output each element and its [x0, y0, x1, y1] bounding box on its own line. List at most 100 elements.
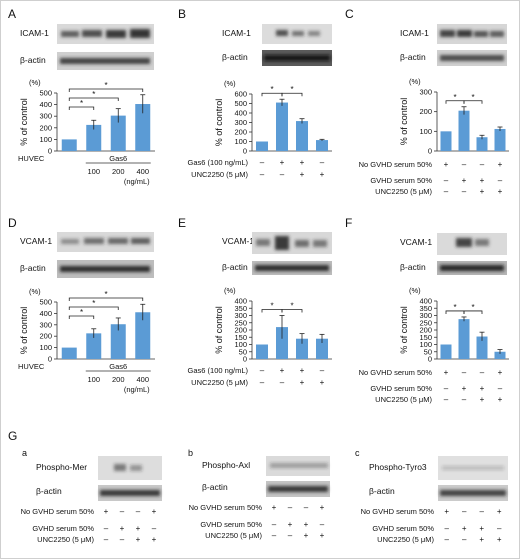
bar-C-4 [494, 128, 506, 151]
blot-strip-Gb-actin [266, 481, 330, 497]
y-tick-label-A: 200 [39, 123, 52, 132]
panel-letter-C: C [345, 7, 354, 21]
dose-unit-A: (ng/mL) [124, 177, 150, 186]
treatment-label: GVHD serum 50% [200, 520, 262, 529]
significance-star-B: * [290, 85, 293, 94]
bar-B-2 [276, 102, 288, 151]
treatment-mark: – [480, 368, 485, 377]
treatment-label: No GVHD serum 50% [359, 368, 433, 377]
significance-bracket-C [463, 100, 483, 104]
blot-label-A1: ICAM-1 [20, 28, 49, 38]
treatment-mark: – [260, 366, 265, 375]
blot-strip-E-actin [252, 261, 332, 275]
treatment-mark: – [120, 507, 125, 516]
treatment-mark: + [498, 187, 503, 196]
panel-letter-B: B [178, 7, 186, 21]
treatment-table-Ga: No GVHD serum 50% + – – + GVHD serum 50% – + + – U… [21, 507, 157, 544]
blot-strip-F-vcam [437, 233, 507, 255]
blot-strip-A-actin [57, 52, 154, 70]
y-tick-label-E: 350 [234, 304, 247, 313]
blot-strip-Ga-actin [98, 485, 162, 501]
blot-strip-Ga-mer [98, 456, 162, 480]
blot-strip-F-actin [437, 261, 507, 275]
treatment-mark: + [300, 366, 305, 375]
treatment-mark: + [480, 395, 485, 404]
y-tick-label-C: 200 [419, 107, 432, 116]
panel-letter-E: E [178, 216, 186, 230]
treatment-mark: + [480, 176, 485, 185]
significance-bracket-A [68, 106, 95, 110]
y-tick-label-A: 0 [48, 147, 52, 156]
treatment-label: No GVHD serum 50% [189, 503, 263, 512]
significance-bracket-D [68, 297, 144, 301]
bar-B-4 [316, 140, 328, 151]
blot-label-Gc1: Phospho-Tyro3 [369, 462, 427, 472]
dose-label-A: 400 [136, 167, 149, 176]
treatment-mark: – [462, 368, 467, 377]
treatment-mark: – [462, 187, 467, 196]
treatment-mark: – [260, 170, 265, 179]
dose-unit-D: (ng/mL) [124, 385, 150, 394]
treatment-mark: + [444, 160, 449, 169]
treatment-mark: + [444, 507, 449, 516]
treatment-mark: + [444, 368, 449, 377]
treatment-mark: + [462, 176, 467, 185]
treatment-label: Gas6 (100 ng/mL) [188, 158, 249, 167]
blot-label-E2: β-actin [222, 262, 248, 272]
treatment-mark: – [445, 535, 450, 544]
treatment-mark: + [462, 524, 467, 533]
dose-label-D: 100 [87, 375, 100, 384]
treatment-mark: – [280, 170, 285, 179]
y-tick-label-E: 50 [239, 347, 247, 356]
treatment-mark: + [479, 524, 484, 533]
treatment-mark: + [300, 378, 305, 387]
bar-C-1 [440, 131, 452, 151]
bar-F-1 [440, 344, 452, 359]
blot-label-Ga1: Phospho-Mer [36, 462, 87, 472]
blot-label-B1: ICAM-1 [222, 28, 251, 38]
treatment-label: No GVHD serum 50% [21, 507, 95, 516]
x-category-label-D: HUVEC [18, 362, 45, 371]
treatment-label: UNC2250 (5 μM) [191, 378, 248, 387]
dose-label-A: 200 [112, 167, 125, 176]
treatment-label: UNC2250 (5 μM) [191, 170, 248, 179]
bar-D-3 [110, 324, 126, 359]
treatment-mark: + [152, 535, 157, 544]
treatment-table-B: Gas6 (100 ng/mL) – + + – UNC2250 (5 μM) – – + + [188, 158, 325, 179]
treatment-mark: – [280, 378, 285, 387]
y-tick-label-B: 600 [234, 90, 247, 99]
treatment-table-Gb: No GVHD serum 50% + – – + GVHD serum 50% – + + – U… [189, 503, 325, 540]
significance-star-E: * [290, 302, 293, 311]
bar-D-4 [135, 312, 151, 359]
y-unit-A: (%) [29, 78, 41, 87]
bar-F-3 [476, 336, 488, 359]
y-tick-label-B: 0 [243, 147, 247, 156]
bar-E-2 [276, 327, 288, 359]
treatment-mark: + [152, 507, 157, 516]
bar-chart-A: 0 100 200 300 400 500 (%) % of control * * * [19, 78, 155, 156]
treatment-table-C: No GVHD serum 50% + – – + GVHD serum 50% – + + – U… [359, 160, 503, 196]
blot-label-D2: β-actin [20, 263, 46, 273]
panel-letter-G: G [8, 429, 17, 443]
blot-strip-Gc-actin [438, 485, 508, 501]
treatment-mark: – [104, 535, 109, 544]
bar-E-4 [316, 338, 328, 359]
y-tick-label-B: 500 [234, 99, 247, 108]
y-tick-label-E: 0 [243, 355, 247, 364]
treatment-mark: + [272, 503, 277, 512]
treatment-mark: – [480, 507, 485, 516]
treatment-mark: + [480, 384, 485, 393]
y-tick-label-F: 50 [424, 347, 432, 356]
y-tick-label-F: 200 [419, 326, 432, 335]
y-axis-label-C: % of control [399, 98, 409, 146]
treatment-mark: – [104, 524, 109, 533]
y-tick-label-C: 300 [419, 88, 432, 97]
blot-strip-C-icam [437, 24, 507, 44]
x-categories-D: HUVEC Gas6 100 200 400(ng/mL) [18, 362, 151, 394]
y-tick-label-F: 350 [419, 304, 432, 313]
significance-bracket-B [281, 92, 303, 97]
treatment-mark: + [280, 158, 285, 167]
significance-bracket-A [68, 97, 119, 101]
